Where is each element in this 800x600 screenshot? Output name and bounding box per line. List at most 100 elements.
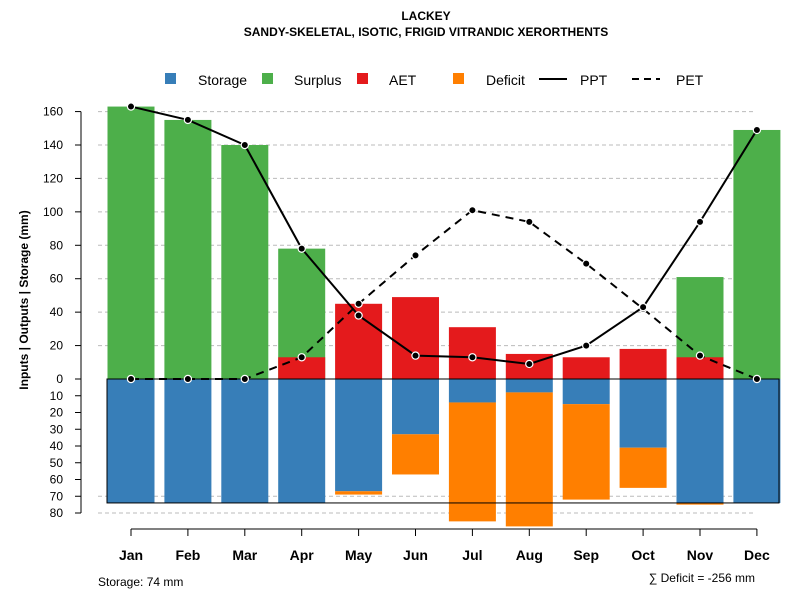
storage-capacity-frame [106,378,780,504]
x-tick-label-apr: Apr [290,547,315,563]
pet-point-may [354,299,363,308]
deficit-bar-oct [619,447,667,488]
x-tick-label-oct: Oct [631,547,655,563]
storage-bar-jan [107,379,155,503]
y-tick-label-lower-20: 20 [50,406,64,420]
y-tick-label-upper-160: 160 [43,105,63,119]
pet-point-jan [126,374,136,384]
y-tick-label-upper-140: 140 [43,138,63,152]
ppt-point-dec [752,125,762,135]
y-tick-label-upper-20: 20 [50,339,64,353]
x-tick-label-aug: Aug [516,547,543,563]
storage-footnote: Storage: 74 mm [98,575,183,589]
legend-storage-swatch [165,73,176,84]
storage-bar-apr [278,379,326,503]
pet-point-apr [297,353,306,362]
legend-surplus-label: Surplus [294,72,341,88]
pet-point-dec [752,374,762,384]
aet-bar-nov [676,357,724,379]
bars [107,106,781,527]
deficit-bar-nov [676,502,724,505]
storage-bar-nov [676,379,724,503]
legend-aet-swatch [357,73,368,84]
ppt-point-jun [411,351,420,360]
deficit-bar-jul [448,402,496,522]
legend-pet-label: PET [676,72,704,88]
y-tick-label-lower-80: 80 [50,506,64,520]
deficit-bar-aug [505,392,553,527]
chart-title: LACKEY [401,9,450,23]
deficit-footnote: ∑ Deficit = -256 mm [649,571,755,585]
pet-point-aug [525,217,534,227]
storage-bar-aug [505,379,553,393]
storage-bar-oct [619,379,667,448]
chart-subtitle: SANDY-SKELETAL, ISOTIC, FRIGID VITRANDIC… [244,25,608,39]
surplus-bar-dec [733,129,781,379]
ppt-point-sep [582,341,591,350]
x-tick-label-nov: Nov [687,547,714,563]
pet-point-mar [240,374,249,384]
storage-bar-mar [221,379,269,503]
x-tick-label-may: May [345,547,372,563]
storage-bar-jun [392,379,439,435]
y-tick-label-lower-60: 60 [50,473,64,487]
storage-bar-feb [164,379,212,503]
deficit-bar-sep [562,404,610,500]
x-tick-label-dec: Dec [744,547,770,563]
aet-bar-jun [392,297,439,379]
x-tick-label-jul: Jul [462,547,482,563]
x-tick-label-feb: Feb [175,547,200,563]
y-axis-label: Inputs | Outputs | Storage (mm) [17,210,31,389]
storage-bar-sep [562,379,610,405]
surplus-bar-mar [221,145,269,379]
x-tick-label-jun: Jun [403,547,428,563]
ppt-point-nov [695,217,705,227]
pet-point-sep [582,259,591,268]
ppt-point-mar [240,140,249,150]
ppt-point-oct [638,302,648,312]
pet-point-jul [468,205,477,215]
legend: Storage Surplus AET Deficit PPT PET [165,72,704,88]
legend-aet-label: AET [389,72,417,88]
legend-storage-label: Storage [198,72,247,88]
y-tick-label-upper-100: 100 [43,205,63,219]
ppt-point-feb [183,115,193,125]
axes: 0 20 40 60 80 100 120 140 160 10 20 30 40 50 60 70 80 Jan… [43,105,770,563]
legend-deficit-label: Deficit [486,72,525,88]
storage-bar-dec [733,379,781,503]
y-tick-label-upper-0: 0 [56,372,63,386]
series-lines [126,102,762,384]
ppt-point-apr [297,244,306,253]
y-tick-label-upper-60: 60 [50,272,64,286]
y-tick-label-upper-40: 40 [50,305,64,319]
storage-bar-may [335,379,383,492]
x-tick-label-sep: Sep [573,547,599,563]
pet-line [131,209,758,380]
deficit-bar-jun [392,434,439,475]
y-tick-label-lower-50: 50 [50,456,64,470]
aet-bar-oct [619,348,667,379]
legend-surplus-swatch [262,73,273,84]
y-tick-label-upper-120: 120 [43,171,63,185]
storage-bar-jul [448,379,496,403]
y-tick-label-lower-30: 30 [50,422,64,436]
ppt-line [130,105,758,365]
x-tick-label-mar: Mar [232,547,257,563]
surplus-bar-jan [107,106,155,379]
pet-point-jun [411,251,420,260]
aet-bar-sep [562,357,610,379]
deficit-bar-may [335,491,383,495]
ppt-point-aug [525,359,534,369]
surplus-bar-feb [164,119,212,380]
pet-point-feb [183,374,193,384]
y-tick-label-lower-10: 10 [50,389,64,403]
legend-deficit-swatch [453,73,464,84]
y-tick-label-upper-80: 80 [50,238,64,252]
y-tick-label-lower-70: 70 [50,489,64,503]
y-tick-label-lower-40: 40 [50,439,64,453]
x-tick-label-jan: Jan [119,547,143,563]
ppt-point-jul [468,353,477,362]
ppt-point-jan [126,102,136,111]
ppt-point-may [354,311,363,320]
